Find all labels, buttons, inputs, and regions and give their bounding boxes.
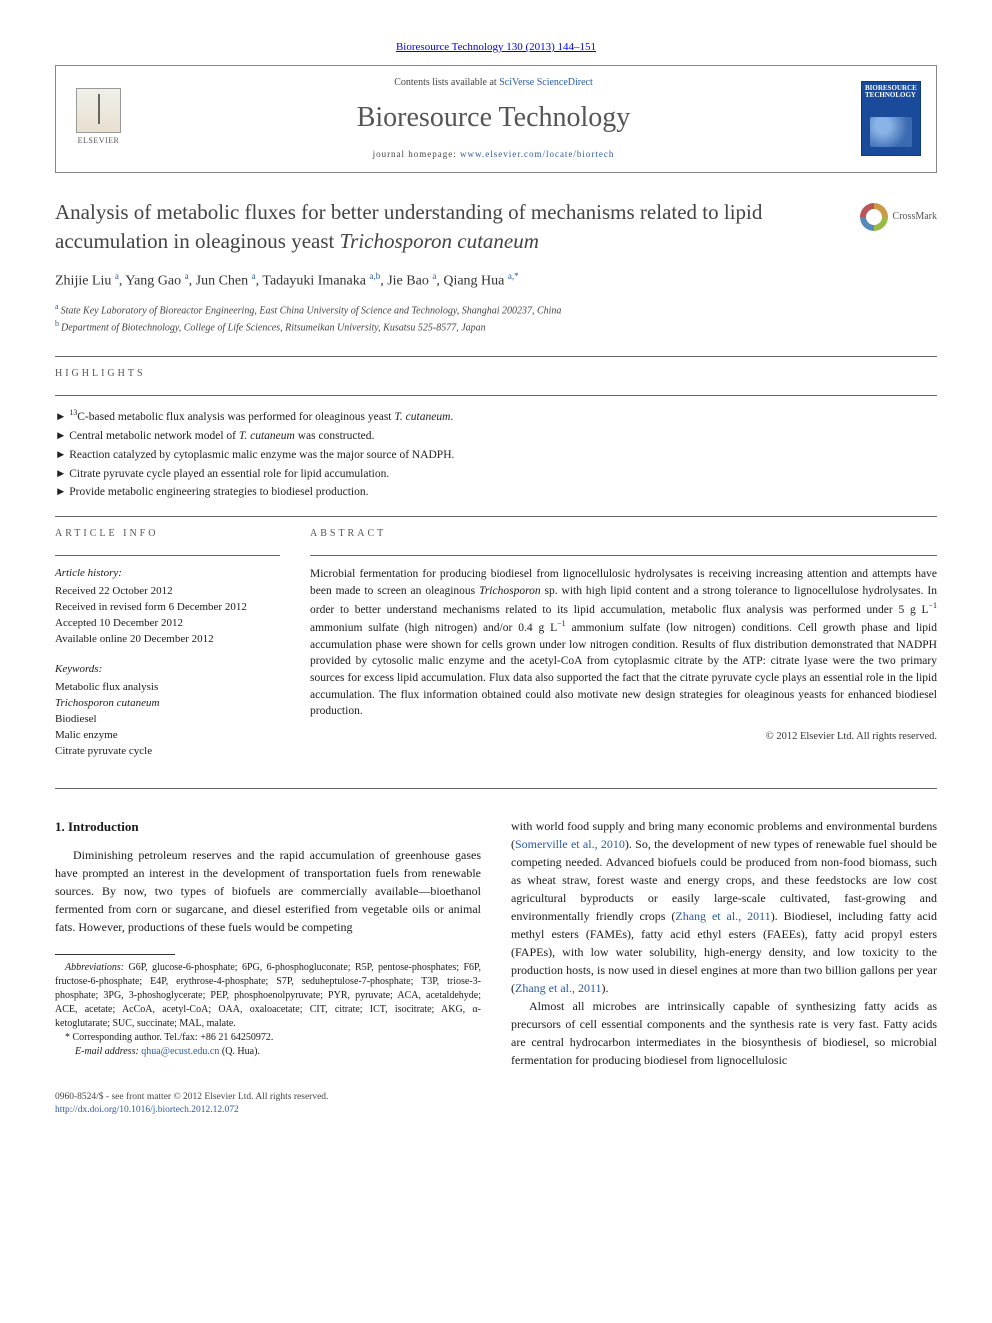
keyword: Trichosporon cutaneum (55, 696, 280, 712)
highlights-list: 13C-based metabolic flux analysis was pe… (55, 406, 937, 503)
contents-line: Contents lists available at SciVerse Sci… (141, 76, 846, 90)
homepage-link[interactable]: www.elsevier.com/locate/biortech (460, 149, 614, 159)
header-center: Contents lists available at SciVerse Sci… (141, 76, 846, 160)
highlight-item: Reaction catalyzed by cytoplasmic malic … (55, 446, 937, 465)
highlights-label: highlights (55, 367, 937, 381)
authors-line: Zhijie Liu a, Yang Gao a, Jun Chen a, Ta… (55, 270, 937, 291)
affiliations: aState Key Laboratory of Bioreactor Engi… (55, 301, 937, 336)
article-info-column: article info Article history: Received 2… (55, 527, 280, 773)
journal-cover-thumb[interactable]: BIORESOURCE TECHNOLOGY (861, 81, 921, 156)
title-row: Analysis of metabolic fluxes for better … (55, 198, 937, 255)
intro-paragraph: Diminishing petroleum reserves and the r… (55, 846, 481, 936)
keyword: Metabolic flux analysis (55, 680, 280, 696)
footnotes: Abbreviations: G6P, glucose-6-phosphate;… (55, 961, 481, 1059)
article-title: Analysis of metabolic fluxes for better … (55, 198, 845, 255)
homepage-prefix: journal homepage: (373, 149, 460, 159)
copyright-line: © 2012 Elsevier Ltd. All rights reserved… (310, 730, 937, 745)
history-line: Accepted 10 December 2012 (55, 616, 280, 632)
affiliation-b: bDepartment of Biotechnology, College of… (55, 318, 937, 335)
email-footnote: E-mail address: qhua@ecust.edu.cn (Q. Hu… (55, 1045, 481, 1059)
corresponding-footnote: * Corresponding author. Tel./fax: +86 21… (55, 1031, 481, 1045)
highlight-item: Central metabolic network model of T. cu… (55, 427, 937, 446)
crossmark-icon (860, 203, 888, 231)
separator-rule (55, 555, 280, 556)
intro-paragraph: with world food supply and bring many ec… (511, 817, 937, 997)
history-heading: Article history: (55, 566, 280, 582)
publisher-logo[interactable]: ELSEVIER (71, 88, 126, 148)
history-line: Available online 20 December 2012 (55, 632, 280, 648)
info-abstract-row: article info Article history: Received 2… (55, 527, 937, 773)
doi-line: http://dx.doi.org/10.1016/j.biortech.201… (55, 1104, 937, 1117)
section-heading-intro: 1. Introduction (55, 817, 481, 837)
abstract-column: abstract Microbial fermentation for prod… (310, 527, 937, 773)
front-matter-line: 0960-8524/$ - see front matter © 2012 El… (55, 1091, 937, 1104)
affiliation-a: aState Key Laboratory of Bioreactor Engi… (55, 301, 937, 318)
keyword: Malic enzyme (55, 728, 280, 744)
body-columns: 1. Introduction Diminishing petroleum re… (55, 817, 937, 1069)
citation-line: Bioresource Technology 130 (2013) 144–15… (55, 40, 937, 55)
separator-rule (55, 516, 937, 517)
sciencedirect-link[interactable]: SciVerse ScienceDirect (499, 77, 593, 88)
separator-rule (55, 788, 937, 789)
article-history: Article history: Received 22 October 201… (55, 566, 280, 648)
abstract-text: Microbial fermentation for producing bio… (310, 566, 937, 720)
contents-prefix: Contents lists available at (394, 77, 499, 88)
footnote-separator (55, 954, 175, 955)
separator-rule (310, 555, 937, 556)
citation-link[interactable]: Bioresource Technology 130 (2013) 144–15… (396, 41, 596, 53)
publisher-label: ELSEVIER (78, 135, 120, 146)
journal-name: Bioresource Technology (141, 98, 846, 137)
highlight-item: Citrate pyruvate cycle played an essenti… (55, 465, 937, 484)
title-species: Trichosporon cutaneum (340, 229, 539, 253)
highlight-item: Provide metabolic engineering strategies… (55, 483, 937, 502)
cover-title: BIORESOURCE TECHNOLOGY (865, 85, 917, 100)
abstract-label: abstract (310, 527, 937, 541)
page: Bioresource Technology 130 (2013) 144–15… (0, 0, 992, 1147)
keywords-block: Keywords: Metabolic flux analysis Tricho… (55, 662, 280, 760)
bottom-meta: 0960-8524/$ - see front matter © 2012 El… (55, 1091, 937, 1118)
keyword: Biodiesel (55, 712, 280, 728)
separator-rule (55, 395, 937, 396)
journal-header: ELSEVIER Contents lists available at Sci… (55, 65, 937, 173)
separator-rule (55, 356, 937, 357)
email-link[interactable]: qhua@ecust.edu.cn (141, 1046, 219, 1057)
history-line: Received in revised form 6 December 2012 (55, 600, 280, 616)
crossmark-label: CrossMark (893, 210, 937, 224)
keywords-heading: Keywords: (55, 662, 280, 678)
doi-link[interactable]: http://dx.doi.org/10.1016/j.biortech.201… (55, 1105, 239, 1115)
article-info-label: article info (55, 527, 280, 541)
homepage-line: journal homepage: www.elsevier.com/locat… (141, 148, 846, 161)
highlight-item: 13C-based metabolic flux analysis was pe… (55, 406, 937, 427)
intro-paragraph: Almost all microbes are intrinsically ca… (511, 997, 937, 1069)
elsevier-tree-icon (76, 88, 121, 133)
abbreviations-footnote: Abbreviations: G6P, glucose-6-phosphate;… (55, 961, 481, 1031)
history-line: Received 22 October 2012 (55, 584, 280, 600)
crossmark-badge[interactable]: CrossMark (860, 198, 937, 231)
highlights-block: 13C-based metabolic flux analysis was pe… (55, 406, 937, 503)
keyword: Citrate pyruvate cycle (55, 744, 280, 760)
